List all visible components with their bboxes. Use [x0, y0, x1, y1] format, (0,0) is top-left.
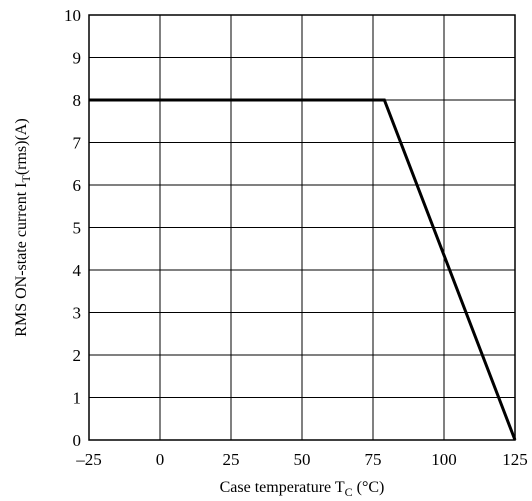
x-tick-label: –25 [75, 450, 102, 469]
series-line [89, 98, 517, 441]
plot-frame [88, 14, 516, 441]
x-axis-label-main: Case temperature T [220, 479, 345, 496]
x-tick-label: 25 [223, 450, 240, 469]
y-tick-labels: 0 1 2 3 4 5 6 7 8 9 10 [64, 6, 82, 450]
x-tick-labels: –25 0 25 50 75 100 125 [75, 450, 528, 469]
y-tick-label: 9 [73, 49, 82, 68]
x-tick-label: 75 [365, 450, 382, 469]
y-axis-label-main: RMS ON-state current I [13, 183, 30, 337]
x-axis-label: Case temperature TC (°C) [220, 479, 385, 499]
x-tick-label: 0 [156, 450, 165, 469]
y-tick-label: 0 [73, 431, 82, 450]
x-axis-label-sub: C [345, 485, 353, 499]
y-axis-label-unit: (rms)(A) [13, 118, 30, 175]
y-axis-label: RMS ON-state current IT(rms)(A) [13, 118, 33, 336]
y-tick-label: 1 [73, 389, 82, 408]
x-tick-label: 100 [431, 450, 457, 469]
x-tick-label: 50 [294, 450, 311, 469]
y-tick-label: 7 [73, 134, 82, 153]
y-axis-label-sub: T [19, 175, 33, 183]
y-tick-label: 6 [73, 176, 82, 195]
y-tick-label: 8 [73, 91, 82, 110]
series-layer [89, 98, 517, 441]
x-tick-label: 125 [502, 450, 528, 469]
grid [88, 14, 516, 441]
y-tick-label: 10 [64, 6, 81, 25]
y-tick-label: 4 [73, 261, 82, 280]
y-tick-label: 3 [73, 304, 82, 323]
y-tick-label: 2 [73, 346, 82, 365]
x-axis-label-unit: (°C) [353, 479, 385, 496]
y-tick-label: 5 [73, 219, 82, 238]
